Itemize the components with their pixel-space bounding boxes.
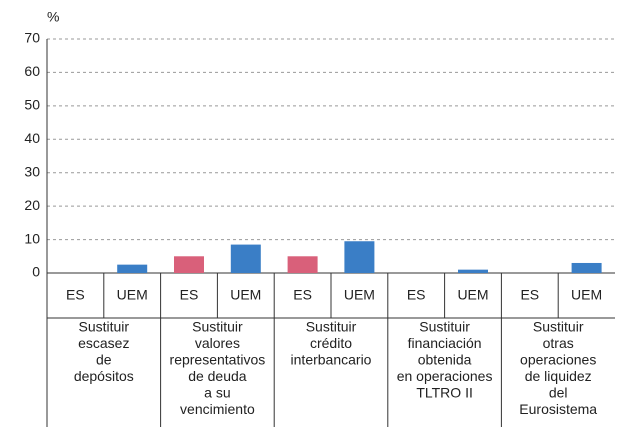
group-label: a su	[204, 385, 230, 401]
group-label: financiación	[408, 335, 482, 351]
x-tick-label: ES	[180, 287, 199, 303]
group-label: operaciones	[520, 352, 596, 368]
x-tick-label: UEM	[571, 287, 602, 303]
group-label: de liquidez	[525, 368, 592, 384]
group-label: depósitos	[74, 368, 134, 384]
group-label: valores	[195, 335, 240, 351]
x-tick-label: UEM	[457, 287, 488, 303]
y-tick-label: 60	[24, 63, 40, 79]
y-tick-label: 10	[24, 230, 40, 246]
y-tick-label: 70	[24, 30, 40, 46]
y-tick-label: 50	[24, 97, 40, 113]
bar	[458, 269, 488, 273]
bar	[287, 256, 318, 273]
group-label: vencimiento	[180, 401, 255, 417]
group-label: Sustituir	[533, 319, 584, 335]
group-label: TLTRO II	[416, 385, 473, 401]
y-tick-label: 20	[24, 197, 40, 213]
bar	[117, 264, 148, 273]
x-tick-label: UEM	[117, 287, 148, 303]
group-label: Sustituir	[79, 319, 130, 335]
group-label: otras	[543, 335, 574, 351]
group-label: Sustituir	[306, 319, 357, 335]
x-tick-label: ES	[293, 287, 312, 303]
x-tick-label: ES	[407, 287, 426, 303]
y-tick-label: 0	[32, 264, 40, 280]
x-tick-label: UEM	[344, 287, 375, 303]
x-tick-label: UEM	[230, 287, 261, 303]
x-tick-label: ES	[66, 287, 85, 303]
group-label: Sustituir	[419, 319, 470, 335]
group-label: interbancario	[291, 352, 372, 368]
group-label: del	[549, 385, 568, 401]
bar	[230, 244, 261, 273]
bar	[344, 241, 375, 273]
y-tick-label: 40	[24, 130, 40, 146]
group-label: obtenida	[418, 352, 472, 368]
group-label: Eurosistema	[519, 401, 597, 417]
y-axis-unit: %	[47, 9, 59, 25]
group-label: en operaciones	[397, 368, 493, 384]
bar	[174, 256, 204, 273]
x-tick-label: ES	[520, 287, 539, 303]
group-label: de	[96, 352, 112, 368]
group-label: representativos	[170, 352, 266, 368]
bar	[571, 262, 602, 273]
group-label: Sustituir	[192, 319, 243, 335]
group-label: de deuda	[188, 368, 247, 384]
group-label: crédito	[310, 335, 352, 351]
y-tick-label: 30	[24, 163, 40, 179]
group-label: escasez	[78, 335, 129, 351]
